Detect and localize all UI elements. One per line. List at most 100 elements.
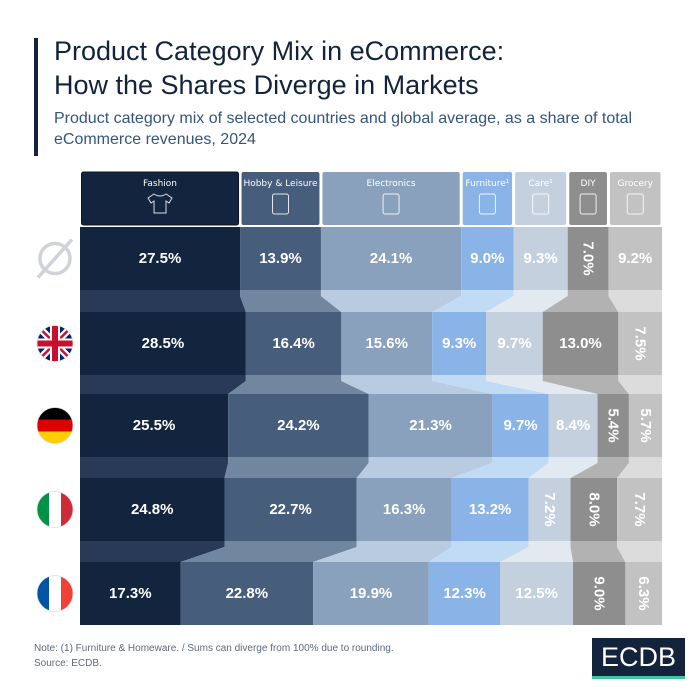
bar-segment [80,312,246,375]
bar-segment [320,227,462,290]
data-label: 9.0% [470,250,504,267]
category-label: Hobby & Leisure [243,179,318,189]
note-text: Note: (1) Furniture & Homeware. / Sums c… [34,643,394,654]
connector-band [341,375,493,394]
bar-segment [570,478,618,541]
bar-segment [432,312,487,375]
flag-stripe [37,491,50,528]
flag-cross-red [37,325,73,362]
uk-flag-icon [36,325,74,362]
data-label: 28.5% [142,335,185,352]
data-label: 8.4% [556,417,590,434]
category-label: Furniture¹ [465,179,509,189]
data-label: 13.9% [259,250,302,267]
average-circle [38,241,72,276]
category-header-box [81,171,240,226]
bar-segment [461,227,514,290]
icon-shape [478,193,496,215]
bar-segment [628,394,662,457]
icon-shape [626,193,644,215]
connector-band [542,290,619,312]
data-label: 6.3% [635,576,652,610]
flag-stripe [49,491,62,528]
connector-band [486,290,568,312]
data-label: 13.2% [469,501,512,518]
connector-band [240,290,342,312]
flag [37,407,73,444]
bar-segment [240,227,321,290]
bar-segment [597,394,629,457]
data-label: 24.1% [370,250,413,267]
icon-shape [579,193,597,215]
flag-stripe [61,491,73,528]
data-label: 19.9% [350,585,393,602]
connector-band [570,457,629,478]
connector-band [528,457,598,478]
data-label: 17.3% [109,585,152,602]
data-label: 24.8% [131,501,174,518]
connector-band [486,375,598,394]
bar-segment [228,394,369,457]
category-label: Fashion [143,179,177,189]
average-symbol-icon [36,238,74,279]
connector-band [80,290,246,312]
data-label: 13.0% [559,335,602,352]
bar-segment [567,227,609,290]
hobby-icon [271,193,289,215]
bar-segment [573,562,626,625]
germany-flag-icon [36,407,74,444]
flag [37,491,73,528]
bar-segment [617,478,662,541]
icon-shape [532,193,550,215]
connector-band [432,375,549,394]
bar-segment [451,478,529,541]
flag-stripe [49,575,62,612]
flag-stripe [61,575,73,612]
category-header: DIY [569,172,607,225]
category-header-box [515,172,567,225]
data-label: 8.0% [585,492,602,526]
bar-segment [224,478,357,541]
bar-segment [625,562,662,625]
icon-shape [382,193,400,215]
bar-segment [500,562,574,625]
category-header: Grocery [609,172,661,225]
bar-segment [618,312,662,375]
france-flag-icon [36,575,74,612]
connector-band [451,457,549,478]
title-accent-bar [34,38,38,156]
category-header: Care¹ [515,172,567,225]
average-slash [36,238,74,279]
data-label: 5.4% [605,408,622,442]
connector-band [608,290,662,312]
data-label: 22.8% [226,585,269,602]
bar-segment [356,478,452,541]
bar-segment [486,312,543,375]
flag-stripe [37,407,73,420]
title-line-2: How the Shares Diverge in Markets [54,70,479,100]
connector-band [80,541,225,562]
flag-border [36,491,74,528]
connector-band [542,375,629,394]
data-label: 15.6% [365,335,408,352]
t-shirt-shape [147,193,173,214]
flag-stripe [37,575,50,612]
chart-title: Product Category Mix in eCommerce: How t… [54,34,504,102]
data-label: 9.7% [497,335,531,352]
data-label: 7.2% [541,492,558,526]
connector-band [180,541,357,562]
bar-segment [608,227,662,290]
data-label: 24.2% [277,417,320,434]
bar-segment [341,312,433,375]
data-label: 12.5% [515,585,558,602]
connector-band [500,541,574,562]
category-header-box [322,172,460,225]
category-label: Grocery [617,179,653,189]
chart-subtitle: Product category mix of selected countri… [54,110,633,148]
bar-segment [428,562,501,625]
bar-segment [542,312,619,375]
footnote: Note: (1) Furniture & Homeware. / Sums c… [34,641,394,671]
category-header-box [609,172,661,225]
